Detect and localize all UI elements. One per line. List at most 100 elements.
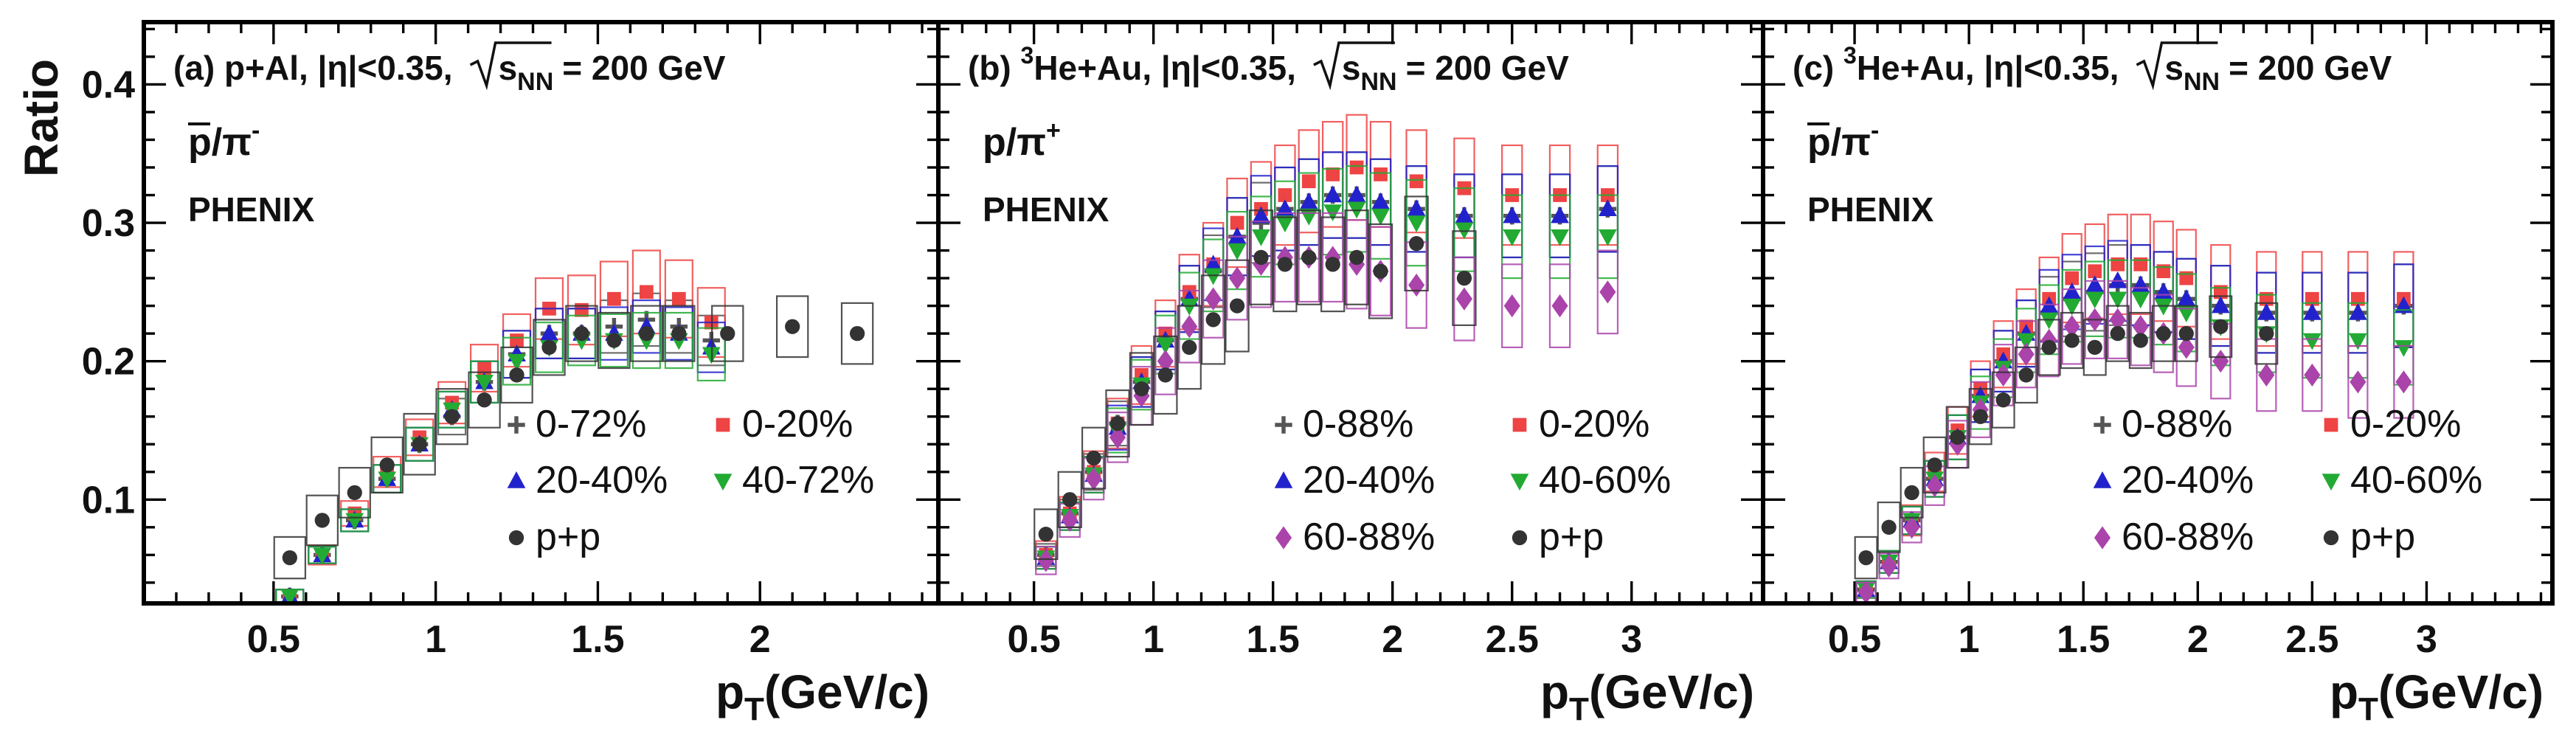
data-point (1299, 208, 1318, 226)
x-axis-title: pT(GeV/c) (716, 665, 929, 727)
data-point (1157, 367, 1173, 383)
legend-marker (2324, 418, 2338, 432)
legend-marker (508, 530, 524, 546)
data-point (1228, 226, 1247, 244)
sys-error-box (338, 467, 371, 519)
data-point (1323, 185, 1343, 203)
sys-error-box (1129, 352, 1154, 426)
data-point (1456, 270, 1472, 286)
data-point (1109, 415, 1126, 432)
legend-marker (1275, 526, 1292, 550)
x-title-unit: (GeV/c) (764, 665, 929, 718)
data-point (1229, 266, 1246, 290)
data-point (2065, 271, 2080, 285)
legend-entry: 0-88% (2094, 403, 2232, 446)
data-point (1301, 249, 1317, 266)
sys-error-box (1453, 256, 1475, 342)
legend-label: 40-72% (742, 459, 874, 502)
experiment-label: PHENIX (1807, 190, 1934, 229)
legend-marker (2323, 530, 2339, 546)
data-point (347, 485, 362, 501)
data-point (1086, 450, 1101, 466)
legend-label: p+p (2350, 516, 2415, 558)
data-point (2177, 305, 2196, 322)
legend-marker (2321, 474, 2341, 491)
panel-label: (c) (1793, 49, 1834, 87)
data-point (1252, 229, 1270, 246)
x-title-main: p (716, 665, 744, 718)
x-tick-label: 0.5 (1007, 618, 1060, 661)
sys-error-box (1057, 471, 1082, 528)
data-point (2302, 303, 2321, 320)
data-point (1903, 516, 1920, 539)
sys-error-box (1035, 545, 1057, 575)
data-point (1881, 519, 1897, 535)
data-point (2213, 319, 2229, 334)
sys-error-box (2105, 305, 2130, 362)
data-point (606, 333, 622, 348)
energy-label: sNN = 200 GeV (2164, 49, 2392, 96)
legend-label: 0-88% (2122, 403, 2232, 446)
sys-error-box (1033, 508, 1059, 561)
legend-entry: p+p (1512, 516, 1604, 558)
sys-error-box (2151, 305, 2175, 362)
sys-error-box (2128, 311, 2153, 370)
data-point (1181, 315, 1198, 339)
data-point (1926, 474, 1943, 498)
data-point (412, 437, 427, 452)
ratio-label: p/π+ (983, 117, 1061, 164)
sys-error-box (1968, 388, 1992, 446)
data-point (1927, 457, 1942, 473)
sys-error-box (2014, 346, 2038, 404)
data-point (785, 319, 800, 334)
sys-error-box (662, 305, 696, 362)
data-point (1599, 199, 1617, 217)
data-point (1599, 280, 1616, 304)
sys-error-box (1344, 209, 1369, 305)
data-point (2131, 291, 2150, 309)
panel-c: 0.5 1 1.5 2 2.5 3(c) 3He+Au, |η|<0.35, sNN = 20… (1761, 20, 2555, 727)
legend-label: p+p (536, 516, 600, 558)
legend-marker (716, 418, 730, 432)
legend-marker (2093, 471, 2112, 488)
system-text: He+Au, |η|<0.35, (1857, 49, 2119, 87)
x-tick-label: 1 (425, 618, 446, 661)
sys-error-box (1922, 436, 1947, 494)
sys-error-box (1201, 274, 1226, 365)
data-point (1371, 192, 1390, 209)
data-point (1205, 312, 1221, 328)
data-point (1551, 229, 1569, 246)
data-point (1156, 337, 1175, 355)
data-point (1857, 581, 1874, 603)
sys-error-box (1369, 172, 1392, 260)
sys-error-box (2153, 294, 2174, 373)
system-text: He+Au, |η|<0.35, (1033, 49, 1296, 87)
legend-label: 20-40% (2122, 459, 2254, 502)
x-tick-label: 1.5 (1247, 618, 1300, 661)
data-point (2257, 303, 2276, 320)
data-point (1062, 492, 1078, 507)
x-tick-label: 2 (2187, 618, 2209, 661)
sys-error-box (534, 322, 564, 373)
y-tick-label: 0.1 (82, 479, 135, 522)
data-point (1551, 206, 1569, 224)
data-point (2063, 282, 2082, 299)
sys-error-box (1320, 216, 1346, 313)
data-point (1180, 298, 1199, 316)
x-title-main: p (2330, 665, 2358, 718)
ratio-charge: + (1046, 117, 1061, 145)
sqrt-sign (1313, 41, 1395, 91)
y-tick-label: 0.3 (82, 202, 135, 245)
sys-error-box (1225, 259, 1250, 353)
legend-label: 0-20% (742, 403, 853, 446)
data-point (2302, 333, 2321, 350)
data-point (849, 326, 865, 342)
legend-marker (1510, 474, 1529, 491)
legend-entry: 0-88% (1275, 403, 1413, 446)
sys-error-box (2015, 320, 2037, 389)
sqrt-sign (469, 41, 552, 91)
data-point (1409, 174, 1424, 189)
sys-error-box (1298, 212, 1320, 303)
sys-error-box (437, 390, 467, 429)
x-title-sub: T (1569, 691, 1589, 727)
